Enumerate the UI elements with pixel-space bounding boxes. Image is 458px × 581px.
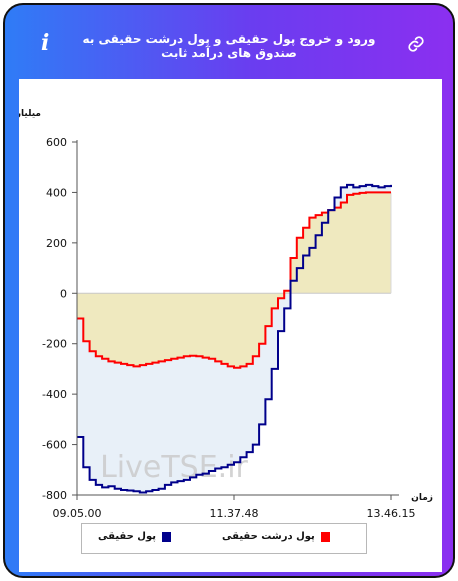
legend: پول حقیقی پول درشت حقیقی [81,523,367,554]
legend-item-real-money[interactable]: پول حقیقی [98,531,171,542]
y-tick-label: 600 [46,136,67,149]
legend-swatch [161,531,171,542]
x-tick-label: 13.46.15 [367,507,416,520]
legend-label: پول درشت حقیقی [222,531,315,542]
line-chart: LiveTSE.ir 6004002000-200-400-600-80009.… [5,109,433,520]
header-bar: i ورود و خروج پول حقیقی و پول درشت حقیقی… [5,5,453,79]
info-icon[interactable]: i [41,30,50,56]
chart-title: ورود و خروج پول حقیقی و پول درشت حقیقی ب… [82,32,376,60]
y-tick-label: -600 [42,439,67,452]
chart-body: LiveTSE.ir 600 400 200 0 -200 -400 -600 -800 09.… [5,79,442,572]
y-tick-label: -200 [42,338,67,351]
y-tick-label: -400 [42,388,67,401]
legend-swatch [320,531,330,542]
y-tick-label: 400 [46,186,67,199]
x-tick-label: 11.37.48 [210,507,259,520]
x-axis-label: زمان [411,493,433,503]
y-axis-label: میلیارد تومان [19,109,41,119]
series-line-real-money [77,183,392,494]
legend-label: پول حقیقی [98,531,156,542]
y-tick-label: 200 [46,237,67,250]
y-tick-label: 0 [60,287,67,300]
area-fill-big-positive [77,192,391,294]
chart-card: i ورود و خروج پول حقیقی و پول درشت حقیقی… [3,3,455,578]
area-fill-big-negative [77,293,391,368]
legend-item-big-real-money[interactable]: پول درشت حقیقی [222,531,330,542]
link-icon[interactable] [407,35,425,53]
y-tick-label: -800 [42,489,67,502]
x-tick-label: 09.05.00 [53,507,102,520]
